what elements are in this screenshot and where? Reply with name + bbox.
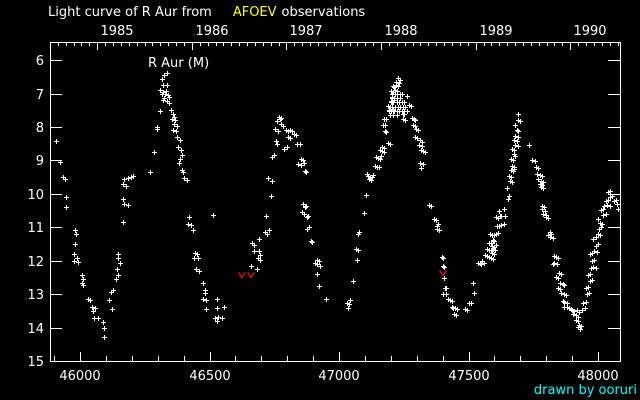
x-tick-label: 48000 <box>577 369 618 384</box>
credit-text: drawn by ooruri <box>533 383 637 398</box>
y-tick-label: 14 <box>27 322 44 337</box>
year-label: 1986 <box>195 24 228 39</box>
y-tick-label: 11 <box>27 221 44 236</box>
y-tick-label: 10 <box>27 188 44 203</box>
x-tick-label: 47500 <box>448 369 489 384</box>
axis-ticks <box>50 42 620 362</box>
y-tick-label: 8 <box>36 121 44 136</box>
year-label: 1987 <box>289 24 322 39</box>
year-label: 1985 <box>100 24 133 39</box>
year-label: 1988 <box>384 24 417 39</box>
title-suffix: observations <box>281 5 366 20</box>
title-prefix: Light curve of R Aur from <box>48 5 212 20</box>
year-label: 1990 <box>573 24 606 39</box>
y-tick-label: 15 <box>27 355 44 370</box>
year-label: 1989 <box>479 24 512 39</box>
chart-title: Light curve of R Aur from AFOEV observatio… <box>48 5 365 20</box>
x-tick-label: 47000 <box>318 369 359 384</box>
y-tick-label: 13 <box>27 288 44 303</box>
data-points <box>54 71 621 340</box>
x-tick-label: 46500 <box>189 369 230 384</box>
y-tick-label: 6 <box>36 54 44 69</box>
x-tick-label: 46000 <box>59 369 100 384</box>
y-tick-label: 9 <box>36 154 44 169</box>
plot-border <box>50 42 621 362</box>
y-tick-label: 12 <box>27 255 44 270</box>
title-highlight: AFOEV <box>232 5 277 20</box>
limit-markers <box>238 270 447 279</box>
y-tick-label: 7 <box>36 88 44 103</box>
series-label: R Aur (M) <box>148 56 209 71</box>
